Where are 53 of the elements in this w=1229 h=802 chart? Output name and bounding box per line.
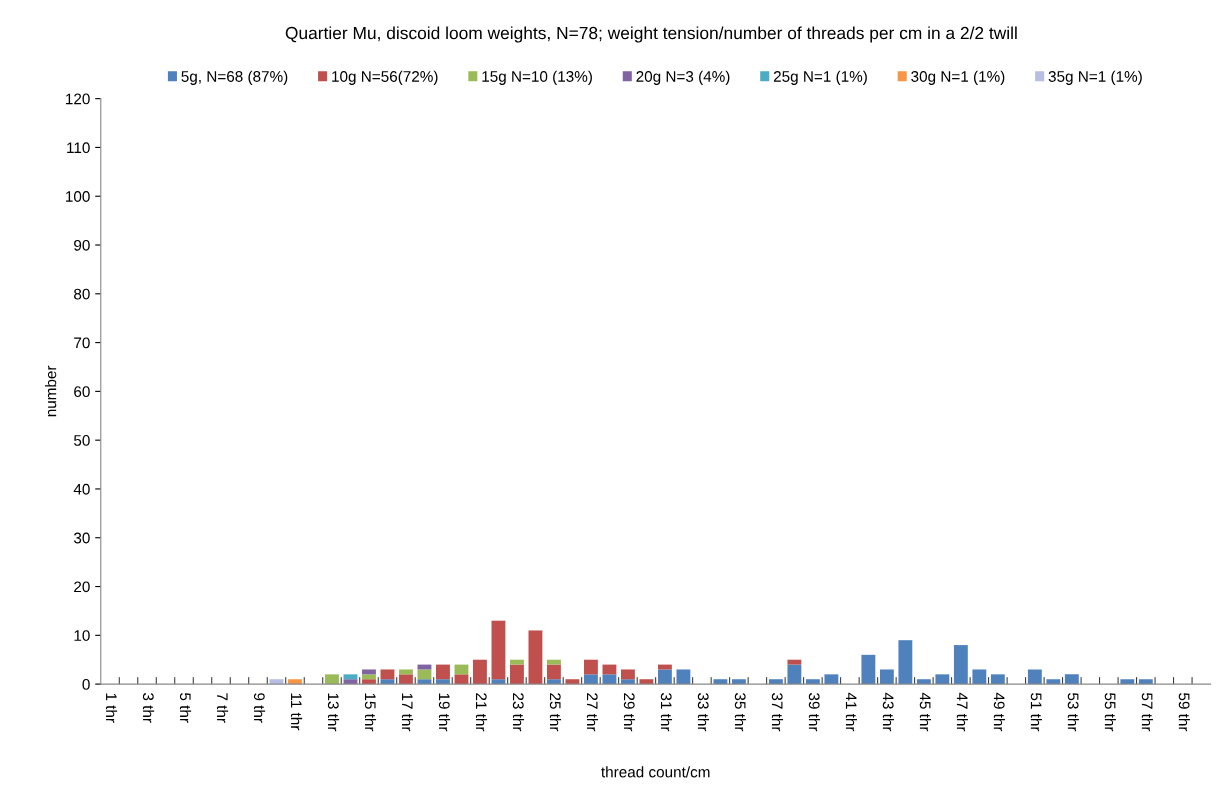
y-tick-label: 70 — [74, 337, 90, 349]
x-tick-label: 7 thr — [216, 693, 229, 723]
x-tick-label: 55 thr — [1104, 693, 1116, 732]
x-tick-label: 35 thr — [734, 693, 747, 732]
y-tick-label: 50 — [73, 435, 90, 446]
x-tick-label: 5 thr — [179, 693, 192, 723]
legend-label: 5g, N=68 (87%) — [181, 70, 288, 85]
y-tick-label: 100 — [66, 191, 90, 202]
y-tick-label: 120 — [66, 93, 90, 105]
legend-label: 10g N=56(72%) — [332, 70, 438, 85]
x-tick-label: 49 thr — [993, 692, 1005, 732]
legend-label: 25g N=1 (1%) — [773, 70, 867, 85]
x-tick-label: 17 thr — [401, 693, 414, 732]
legend-label: 35g N=1 (1%) — [1048, 70, 1142, 85]
y-tick-label: 110 — [67, 142, 90, 154]
x-tick-label: 59 thr — [1178, 693, 1190, 732]
y-tick-label: 10 — [74, 630, 90, 641]
x-tick-label: 57 thr — [1141, 693, 1153, 732]
y-tick-label: 20 — [74, 581, 90, 593]
x-tick-label: 27 thr — [586, 693, 599, 732]
y-tick-label: 30 — [73, 532, 90, 544]
legend-label: 30g N=1 (1%) — [911, 70, 1005, 85]
x-tick-label: 53 thr — [1067, 693, 1079, 732]
x-tick-label: 13 thr — [327, 693, 340, 732]
x-tick-label: 15 thr — [364, 693, 377, 732]
x-tick-label: 41 thr — [845, 692, 858, 732]
x-tick-label: 39 thr — [808, 693, 821, 732]
x-tick-label: 11 thr — [290, 693, 303, 731]
x-tick-label: 45 thr — [919, 692, 931, 732]
legend-label: 15g N=10 (13%) — [482, 70, 592, 85]
x-tick-label: 31 thr — [660, 693, 673, 732]
x-tick-label: 43 thr — [882, 692, 894, 732]
y-tick-label: 80 — [74, 288, 90, 300]
x-tick-label: 1 thr — [105, 693, 118, 723]
chart-title: Quartier Mu, discoid loom weights, N=78; weight tension/number of threads per cm in a 2/2 twill — [285, 26, 1017, 43]
y-tick-label: 40 — [73, 483, 90, 495]
x-tick-label: 3 thr — [142, 693, 155, 723]
x-tick-label: 23 thr — [512, 693, 525, 732]
legend-label: 20g N=3 (4%) — [636, 70, 730, 85]
x-tick-label: 21 thr — [475, 693, 488, 732]
y-tick-label: 0 — [82, 678, 90, 690]
x-tick-label: 47 thr — [956, 692, 968, 732]
x-tick-label: 25 thr — [549, 693, 562, 732]
y-tick-label: 90 — [74, 239, 90, 251]
x-tick-label: 9 thr — [253, 693, 266, 723]
x-tick-label: 19 thr — [438, 693, 451, 732]
x-axis-title: thread count/cm — [601, 766, 710, 778]
x-tick-label: 37 thr — [771, 693, 784, 732]
y-tick-label: 60 — [74, 386, 90, 398]
x-tick-label: 33 thr — [697, 693, 710, 732]
y-axis-title: number — [45, 365, 57, 417]
x-tick-label: 29 thr — [623, 693, 636, 732]
x-tick-label: 51 thr — [1030, 693, 1042, 732]
